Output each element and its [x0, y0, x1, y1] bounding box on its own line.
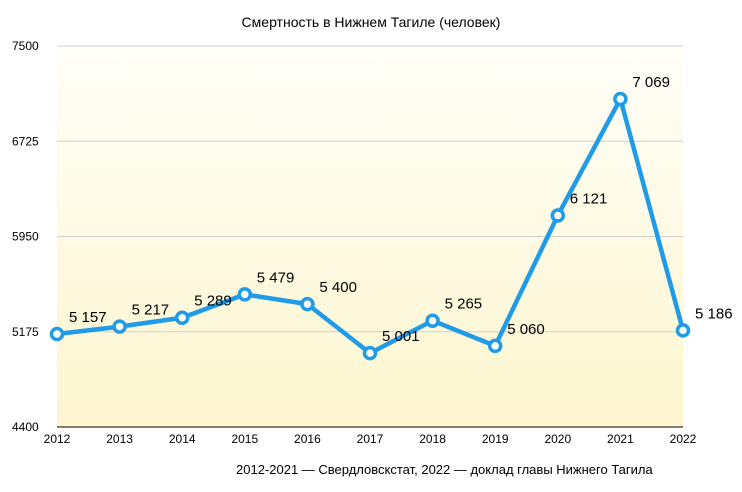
data-point [675, 323, 691, 338]
y-tick-label: 5175 [12, 325, 39, 339]
y-tick-label: 6725 [12, 134, 39, 148]
y-tick-label: 5950 [12, 230, 39, 244]
data-label: 5 400 [319, 279, 357, 296]
x-tick-label: 2019 [482, 432, 509, 446]
data-point [550, 208, 566, 223]
x-tick-label: 2018 [419, 432, 446, 446]
x-tick-label: 2017 [357, 432, 384, 446]
labels-layer: 4400 5175 5950 6725 7500 2012 2013 2014 2015 2016… [12, 39, 733, 446]
data-label: 7 069 [632, 74, 670, 91]
y-tick-label: 7500 [12, 39, 39, 53]
data-point [425, 313, 440, 328]
x-tick-label: 2012 [44, 432, 71, 446]
x-tick-label: 2013 [106, 432, 133, 446]
data-point [300, 296, 315, 312]
x-tick-label: 2016 [294, 432, 321, 446]
x-tick-label: 2022 [670, 432, 697, 446]
chart-title: Смертность в Нижнем Тагиле (человек) [241, 14, 501, 30]
data-point [174, 310, 190, 325]
data-label: 5 060 [507, 321, 545, 338]
data-label: 5 217 [132, 302, 170, 319]
data-label: 5 157 [69, 309, 107, 326]
data-point [362, 345, 378, 361]
data-label: 5 289 [194, 293, 232, 310]
data-label: 5 265 [445, 296, 483, 313]
gridlines [57, 45, 683, 333]
x-tick-label: 2015 [231, 432, 258, 446]
data-point [487, 338, 503, 354]
y-tick-label: 4400 [12, 420, 39, 434]
x-tick-label: 2021 [607, 432, 634, 446]
data-point [112, 319, 127, 334]
data-label: 5 479 [257, 269, 295, 286]
data-label: 5 001 [382, 328, 420, 345]
data-point [49, 326, 65, 342]
data-label: 5 186 [695, 305, 733, 322]
x-tick-label: 2020 [544, 432, 571, 446]
data-point [237, 287, 253, 302]
x-tick-label: 2014 [169, 432, 196, 446]
source-note: 2012-2021 — Свердловскстат, 2022 — докла… [236, 462, 653, 477]
series-layer [49, 91, 691, 361]
data-point [613, 91, 628, 107]
data-label: 6 121 [570, 190, 608, 207]
